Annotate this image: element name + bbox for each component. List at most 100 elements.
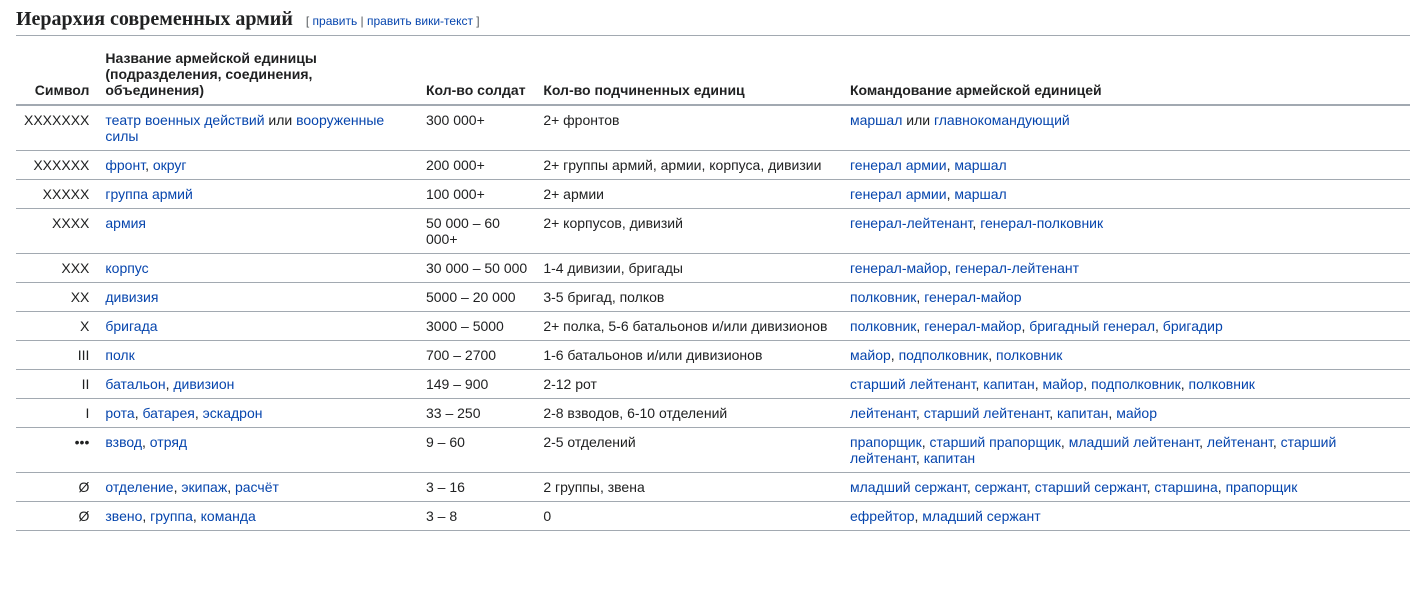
edit-source-link[interactable]: править вики-текст (367, 14, 473, 28)
subunit-text: 2+ фронтов (543, 112, 619, 128)
command-link[interactable]: лейтенант (850, 405, 916, 421)
unit-name-link[interactable]: отряд (150, 434, 187, 450)
cell-soldiers: 5000 – 20 000 (418, 283, 535, 312)
hierarchy-table: Символ Название армейской единицы (подра… (16, 44, 1410, 531)
unit-name-link[interactable]: армия (105, 215, 146, 231)
command-text: , (1218, 479, 1226, 495)
unit-name-link[interactable]: отделение (105, 479, 173, 495)
unit-name-link[interactable]: эскадрон (203, 405, 263, 421)
command-link[interactable]: генерал-лейтенант (955, 260, 1079, 276)
command-link[interactable]: прапорщик (1226, 479, 1298, 495)
cell-command: прапорщик, старший прапорщик, младший ле… (842, 428, 1410, 473)
command-link[interactable]: старший лейтенант (850, 376, 976, 392)
command-link[interactable]: младший лейтенант (1069, 434, 1199, 450)
table-row: XXXXXXфронт, округ200 000+2+ группы арми… (16, 151, 1410, 180)
unit-name-link[interactable]: батальон (105, 376, 165, 392)
unit-name-link[interactable]: дивизия (105, 289, 158, 305)
edit-link[interactable]: править (313, 14, 358, 28)
table-row: Xбригада3000 – 50002+ полка, 5-6 батальо… (16, 312, 1410, 341)
cell-subunits: 1-4 дивизии, бригады (535, 254, 842, 283)
unit-name-link[interactable]: группа армий (105, 186, 192, 202)
command-text: , (1061, 434, 1069, 450)
command-link[interactable]: полковник (1188, 376, 1254, 392)
subunit-text: 1-6 батальонов и/или дивизионов (543, 347, 762, 363)
unit-name-link[interactable]: рота (105, 405, 134, 421)
unit-name-text: или (265, 112, 297, 128)
cell-name: группа армий (97, 180, 418, 209)
unit-name-link[interactable]: округ (153, 157, 187, 173)
unit-name-text: , (145, 157, 153, 173)
cell-subunits: 2-5 отделений (535, 428, 842, 473)
cell-symbol: Ø (16, 502, 97, 531)
command-link[interactable]: младший сержант (922, 508, 1040, 524)
cell-subunits: 2+ полка, 5-6 батальонов и/или дивизионо… (535, 312, 842, 341)
command-link[interactable]: сержант (975, 479, 1027, 495)
unit-name-link[interactable]: фронт (105, 157, 145, 173)
cell-symbol: XXXXXXX (16, 105, 97, 151)
command-link[interactable]: полковник (850, 289, 916, 305)
unit-name-text: , (142, 434, 150, 450)
table-header-row: Символ Название армейской единицы (подра… (16, 44, 1410, 105)
unit-name-link[interactable]: театр военных действий (105, 112, 264, 128)
command-link[interactable]: майор (1116, 405, 1157, 421)
unit-name-link[interactable]: батарея (142, 405, 194, 421)
unit-name-link[interactable]: группа (150, 508, 193, 524)
unit-name-link[interactable]: расчёт (235, 479, 279, 495)
command-link[interactable]: главнокомандующий (934, 112, 1070, 128)
cell-symbol: I (16, 399, 97, 428)
command-link[interactable]: прапорщик (850, 434, 922, 450)
cell-name: фронт, округ (97, 151, 418, 180)
command-link[interactable]: генерал армии (850, 157, 947, 173)
command-link[interactable]: полковник (850, 318, 916, 334)
command-link[interactable]: капитан (1057, 405, 1108, 421)
command-link[interactable]: старший прапорщик (930, 434, 1061, 450)
table-row: IIбатальон, дивизион149 – 9002-12 ротста… (16, 370, 1410, 399)
command-link[interactable]: генерал-майор (924, 318, 1021, 334)
cell-symbol: XXXX (16, 209, 97, 254)
command-link[interactable]: генерал армии (850, 186, 947, 202)
command-link[interactable]: старшина (1154, 479, 1217, 495)
unit-name-link[interactable]: корпус (105, 260, 148, 276)
command-link[interactable]: подполковник (1091, 376, 1181, 392)
command-link[interactable]: капитан (983, 376, 1034, 392)
command-link[interactable]: генерал-полковник (980, 215, 1103, 231)
command-link[interactable]: бригадир (1163, 318, 1223, 334)
command-text: , (947, 260, 955, 276)
unit-name-link[interactable]: полк (105, 347, 134, 363)
unit-name-link[interactable]: дивизион (173, 376, 234, 392)
subunit-text: 2-8 взводов, 6-10 отделений (543, 405, 727, 421)
command-link[interactable]: майор (1042, 376, 1083, 392)
cell-name: звено, группа, команда (97, 502, 418, 531)
command-link[interactable]: капитан (924, 450, 975, 466)
command-link[interactable]: ефрейтор (850, 508, 915, 524)
command-link[interactable]: маршал (954, 186, 1006, 202)
command-link[interactable]: старший лейтенант (924, 405, 1050, 421)
command-link[interactable]: генерал-лейтенант (850, 215, 972, 231)
command-link[interactable]: старший сержант (1035, 479, 1147, 495)
command-link[interactable]: подполковник (899, 347, 989, 363)
command-link[interactable]: майор (850, 347, 891, 363)
unit-name-link[interactable]: экипаж (181, 479, 227, 495)
command-link[interactable]: генерал-майор (850, 260, 947, 276)
cell-name: взвод, отряд (97, 428, 418, 473)
command-link[interactable]: младший сержант (850, 479, 967, 495)
cell-command: генерал армии, маршал (842, 151, 1410, 180)
unit-name-link[interactable]: команда (201, 508, 256, 524)
unit-name-text: , (142, 508, 150, 524)
command-link[interactable]: генерал-майор (924, 289, 1021, 305)
command-link[interactable]: маршал (850, 112, 902, 128)
unit-name-link[interactable]: звено (105, 508, 142, 524)
unit-name-link[interactable]: бригада (105, 318, 157, 334)
command-link[interactable]: лейтенант (1207, 434, 1273, 450)
bracket-open: [ (306, 14, 313, 28)
cell-soldiers: 700 – 2700 (418, 341, 535, 370)
subunit-text: 2-12 рот (543, 376, 597, 392)
command-link[interactable]: маршал (954, 157, 1006, 173)
table-row: XXXXXXXтеатр военных действий или вооруж… (16, 105, 1410, 151)
cell-soldiers: 30 000 – 50 000 (418, 254, 535, 283)
command-link[interactable]: полковник (996, 347, 1062, 363)
command-link[interactable]: бригадный генерал (1029, 318, 1155, 334)
cell-soldiers: 300 000+ (418, 105, 535, 151)
edit-section: [ править | править вики-текст ] (306, 14, 480, 28)
unit-name-link[interactable]: взвод (105, 434, 142, 450)
